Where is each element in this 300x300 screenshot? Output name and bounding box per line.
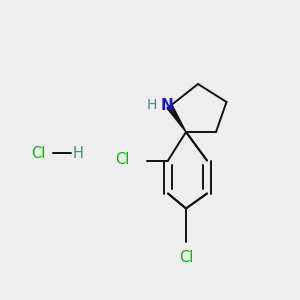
Text: Cl: Cl xyxy=(115,152,129,167)
Text: Cl: Cl xyxy=(179,250,193,266)
Polygon shape xyxy=(167,105,186,132)
Text: N: N xyxy=(161,98,173,112)
Text: Cl: Cl xyxy=(31,146,45,160)
Text: H: H xyxy=(147,98,158,112)
Text: H: H xyxy=(73,146,83,160)
